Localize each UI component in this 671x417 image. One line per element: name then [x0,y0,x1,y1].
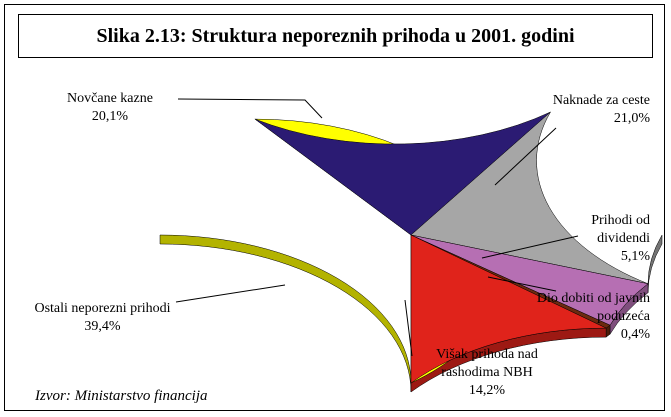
value-label: 5,1% [620,249,650,264]
category-label: Ostali neporezni prihodi [34,301,171,316]
slice-side [647,234,663,293]
slice [410,234,607,384]
leader-line [177,98,323,119]
value-label: 20,1% [91,109,129,124]
leader-line [175,284,286,303]
slice-label: Novčane kazne 20,1% [40,90,180,126]
value-label: 39,4% [84,319,121,334]
category-label: Dio dobiti od javnih poduzeća [536,291,650,324]
value-label: 0,4% [620,327,650,342]
category-label: Prihodi od dividendi [591,213,650,246]
slice-label: Naknade za ceste 21,0% [500,92,650,128]
category-label: Novčane kazne [67,91,153,106]
source-note: Izvor: Ministarstvo financija [35,388,208,404]
slice [410,111,649,284]
leader-line [404,299,413,357]
leader-line [494,127,557,186]
pie [159,111,663,393]
slice-label: Ostali neporezni prihodi 39,4% [20,300,185,336]
frame [4,4,665,411]
leader-line [481,235,579,259]
category-label: Višak prihoda nad rashodima NBH [436,347,538,380]
slice-label: Prihodi od dividendi 5,1% [560,212,650,266]
value-label: 21,0% [613,111,650,126]
slice [254,111,551,236]
category-label: Naknade za ceste [552,93,650,108]
chart-title: Slika 2.13: Struktura neporeznih prihoda… [18,14,653,58]
slice-label: Dio dobiti od javnih poduzeća 0,4% [520,290,650,344]
slice-side [159,234,412,393]
value-label: 14,2% [468,383,506,398]
slice-label: Višak prihoda nad rashodima NBH 14,2% [412,346,562,400]
leader-lines [175,98,579,357]
leader-line [487,276,557,292]
